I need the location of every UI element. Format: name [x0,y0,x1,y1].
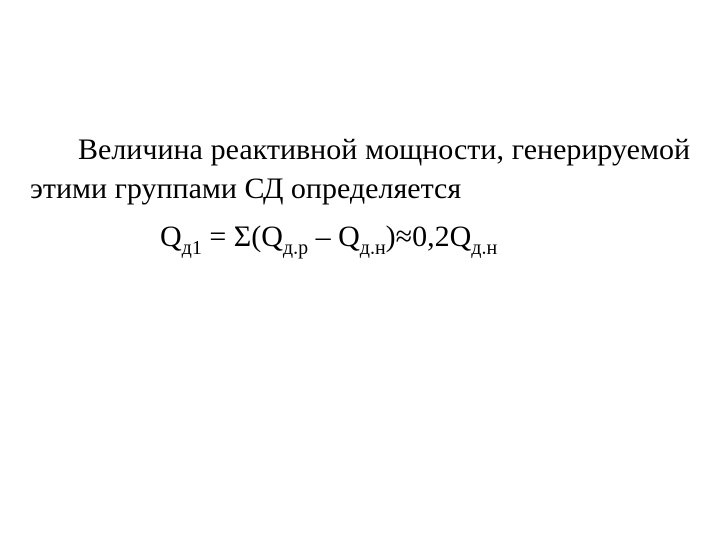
formula-minus: – Q [308,220,360,253]
formula-sub-dn1: д.н [360,237,386,259]
formula-sub-dn2: д.н [471,237,497,259]
formula-sub-d1: д1 [182,237,202,259]
formula-q: Q [160,220,182,253]
formula-equals: = Σ(Q [202,220,283,253]
formula-sub-dr: д.р [283,237,308,259]
slide-content: Величина реактивной мощности, генерируем… [30,130,690,262]
paragraph-text: Величина реактивной мощности, генерируем… [30,130,690,208]
formula-line: Qд1 = Σ(Qд.р – Qд.н)≈0,2Qд.н [30,214,690,262]
formula-paren: )≈0,2Q [386,220,472,253]
